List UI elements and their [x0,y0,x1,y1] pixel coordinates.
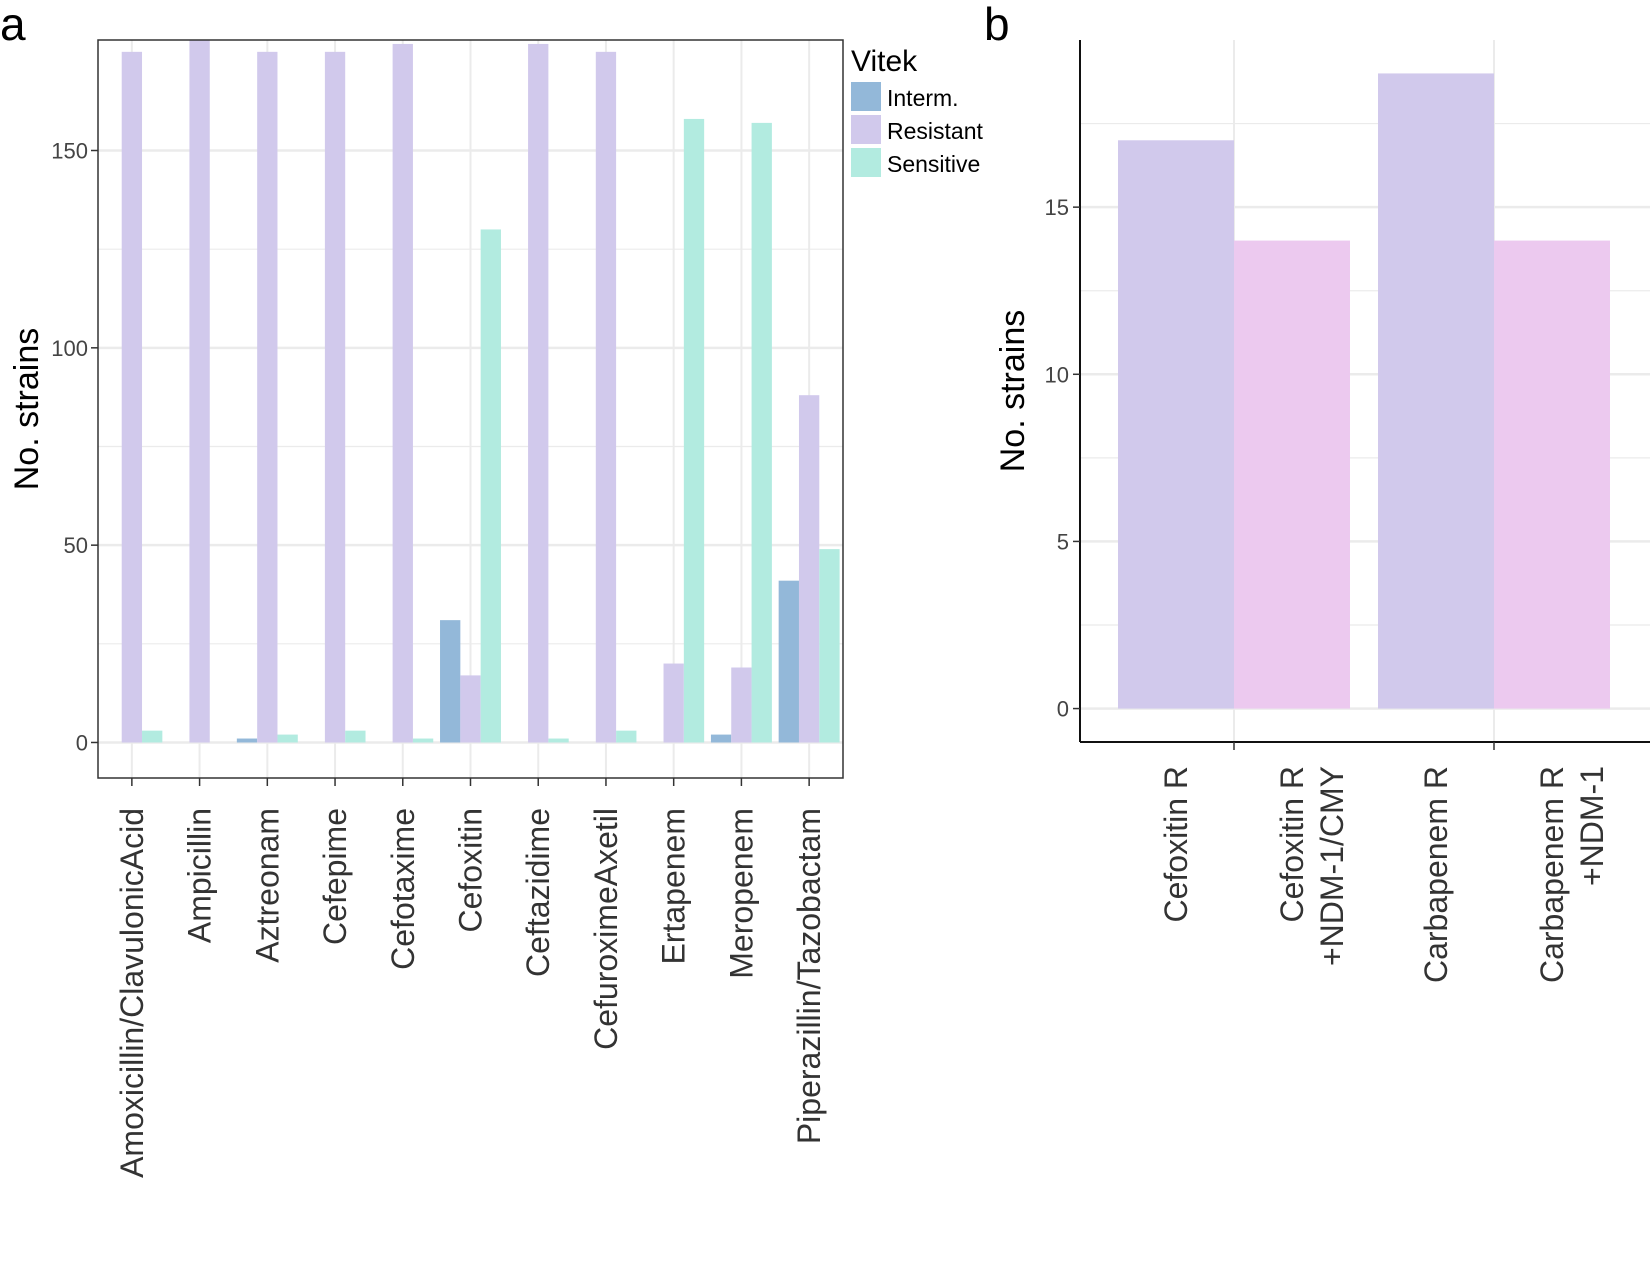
bar-sensitive-cefuroximeaxetil [616,730,637,743]
x-label-meropenem: Meropenem [723,808,759,979]
legend-swatch-resistant [851,115,881,144]
panel-a-y-tick-label: 50 [64,533,88,558]
bar-resistant-aztreonam [257,51,278,743]
panel-b-x-axis: Cefoxitin R Cefoxitin R +NDM-1/CMY Carbapen… [1158,742,1610,983]
x-label-line: Cefoxitin R [1274,766,1310,923]
x-label-line: Carbapenem R [1418,766,1454,983]
legend-label-sensitive: Sensitive [887,151,980,177]
bar-resistant-cefoxitin [460,675,481,743]
bar-resistant-cefotaxime [392,43,413,743]
bar-cefoxitin-r [1118,140,1234,709]
panel-b-axes [1079,40,1650,743]
bar-sensitive-piperazillin-tazobactam [819,549,840,743]
panel-b-y-tick-label: 0 [1057,697,1069,722]
bar-resistant-amoxicillin-clavulonicacid [121,51,143,743]
panel-a-y-axis-title: No. strains [8,328,46,491]
x-label-ceftazidime: Ceftazidime [520,808,556,977]
x-label-cefoxitin: Cefoxitin [453,808,489,933]
panel-a-y-tick-label: 100 [51,336,88,361]
bar-resistant-ertapenem [663,663,684,743]
panel-b-y-tick-label: 15 [1045,195,1069,220]
x-label-cefotaxime: Cefotaxime [385,808,421,970]
x-label-carbapenem-r-ndm-1: Carbapenem R +NDM-1 [1534,766,1610,983]
x-label-line: +NDM-1/CMY [1314,766,1350,966]
panel-b-y-axis-title: No. strains [994,310,1032,473]
bar-sensitive-cefoxitin [480,229,501,743]
legend: Vitek Interm. Resistant Sensitive [851,45,983,177]
bar-resistant-piperazillin-tazobactam [798,395,820,743]
x-label-line: +NDM-1 [1574,766,1610,886]
panel-a-x-axis: Amoxicillin/ClavulonicAcid Ampicillin Aztr… [114,778,827,1178]
x-label-cefoxitin-r: Cefoxitin R [1158,766,1194,923]
bar-carbapenem-r [1378,73,1494,709]
panel-a-bars [121,40,840,743]
bar-cefoxitin-r-ndm-1-cmy [1234,240,1350,709]
x-label-line: Carbapenem R [1534,766,1570,983]
bar-sensitive-amoxicillin-clavulonicacid [142,730,163,743]
bar-interm-meropenem [710,734,732,743]
bar-sensitive-aztreonam [277,734,298,743]
bar-resistant-ceftazidime [528,43,549,743]
panel-a-y-tick-label: 0 [76,730,88,755]
panel-b-bars [1118,73,1610,709]
bar-sensitive-meropenem [751,122,772,743]
bar-resistant-meropenem [731,667,752,743]
x-label-piperazillin-tazobactam: Piperazillin/Tazobactam [791,808,827,1144]
bar-interm-piperazillin-tazobactam [778,580,799,743]
bar-resistant-cefuroximeaxetil [595,51,617,743]
bar-resistant-ampicillin [189,40,210,743]
bar-sensitive-ceftazidime [548,738,569,743]
x-label-aztreonam: Aztreonam [249,808,285,963]
bar-sensitive-cefotaxime [412,738,434,743]
panel-a-y-axis: 0 50 100 150 [51,139,98,755]
x-label-amoxicillin-clavulonicacid: Amoxicillin/ClavulonicAcid [114,808,150,1178]
legend-swatch-interm [851,82,881,111]
x-label-ampicillin: Ampicillin [182,808,218,943]
x-label-cefepime: Cefepime [317,808,353,945]
panel-b-y-axis: 0 5 10 15 [1045,195,1080,722]
panel-a-letter: a [0,0,26,50]
legend-label-interm: Interm. [887,85,959,111]
x-label-carbapenem-r: Carbapenem R [1418,766,1454,983]
panel-b-y-tick-label: 10 [1045,362,1069,387]
panel-b-letter: b [984,0,1010,50]
legend-label-resistant: Resistant [887,118,983,144]
bar-carbapenem-r-ndm-1 [1494,240,1610,709]
x-label-line: Cefoxitin R [1158,766,1194,923]
panel-b-y-tick-label: 5 [1057,529,1069,554]
legend-swatch-sensitive [851,148,881,177]
bar-interm-cefoxitin [440,620,461,743]
bar-resistant-cefepime [324,51,346,743]
x-label-ertapenem: Ertapenem [656,808,692,965]
x-label-cefuroximeaxetil: CefuroximeAxetil [588,808,624,1050]
bar-sensitive-ertapenem [683,118,705,743]
panel-a-chart: 0 50 100 150 Amoxicillin/ClavulonicAcid Ampi… [8,39,983,1178]
panel-a-y-tick-label: 150 [51,139,88,164]
x-label-cefoxitin-r-ndm-1-cmy: Cefoxitin R +NDM-1/CMY [1274,766,1350,966]
bar-sensitive-cefepime [345,730,366,743]
legend-title: Vitek [851,45,918,78]
bar-interm-aztreonam [236,738,258,743]
